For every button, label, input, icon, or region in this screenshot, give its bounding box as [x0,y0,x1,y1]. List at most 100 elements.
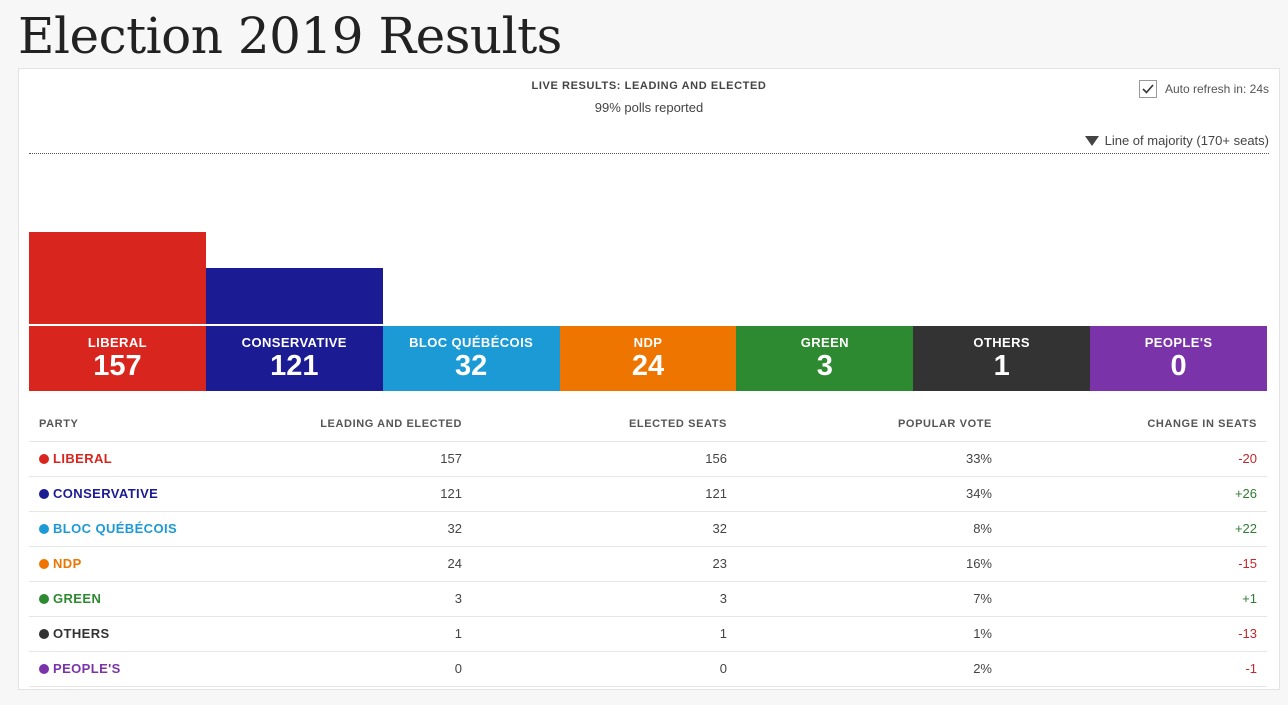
party-name: CONSERVATIVE [53,486,159,501]
elected-seats-cell: 156 [705,451,727,466]
change-in-seats-cell: -15 [1238,556,1257,571]
header-popular-vote: POPULAR VOTE [898,418,992,430]
table-row: CONSERVATIVE 121 121 34% +26 [29,477,1267,512]
party-cell: GREEN [39,582,101,616]
leading-elected-cell: 32 [447,521,462,536]
party-label-seats: 0 [1170,350,1187,382]
party-cell: PEOPLE'S [39,652,121,686]
triangle-down-icon [1084,135,1099,146]
party-label-people-s: PEOPLE'S 0 [1090,326,1267,390]
auto-refresh-toggle[interactable]: Auto refresh in: 24s [1138,80,1269,98]
party-label-others: OTHERS 1 [913,326,1091,390]
bar-others [913,389,1091,391]
party-name: PEOPLE'S [53,661,121,676]
party-label-seats: 24 [631,350,665,382]
elected-seats-cell: 32 [712,521,727,536]
elected-seats-cell: 3 [719,591,727,606]
elected-seats-cell: 0 [719,661,727,676]
party-label-name: OTHERS [973,335,1030,350]
majority-line [29,153,1269,154]
auto-refresh-label: Auto refresh in: 24s [1164,82,1269,96]
party-color-dot-icon [39,489,49,499]
results-card: LIVE RESULTS: LEADING AND ELECTED 99% po… [18,68,1280,690]
majority-legend: Line of majority (170+ seats) [1084,133,1269,148]
change-in-seats-cell: +1 [1242,591,1257,606]
leading-elected-cell: 0 [454,661,462,676]
page-title: Election 2019 Results [18,7,562,65]
table-body: LIBERAL 157 156 33% -20 CONSERVATIVE 121 121 34%… [29,442,1267,687]
party-color-dot-icon [39,524,49,534]
elected-seats-cell: 1 [719,626,727,641]
party-label-name: CONSERVATIVE [241,335,347,350]
table-row: PEOPLE'S 0 0 2% -1 [29,652,1267,687]
change-in-seats-cell: +22 [1234,521,1257,536]
party-cell: LIBERAL [39,442,112,476]
header-party: PARTY [39,418,79,430]
polls-reported: 99% polls reported [594,100,704,115]
auto-refresh-checkbox[interactable] [1138,80,1157,98]
party-label-bloc-qu-b-cois: BLOC QUÉBÉCOIS 32 [382,326,560,390]
party-label-liberal: LIBERAL 157 [29,326,206,390]
party-color-dot-icon [39,594,49,604]
table-row: LIBERAL 157 156 33% -20 [29,442,1267,477]
header-leading-elected: LEADING AND ELECTED [320,418,462,430]
party-label-green: GREEN 3 [736,326,914,390]
elected-seats-cell: 23 [712,556,727,571]
party-label-name: GREEN [800,335,849,350]
leading-elected-cell: 121 [440,486,462,501]
majority-label: Line of majority (170+ seats) [1104,133,1269,148]
change-in-seats-cell: -1 [1245,661,1257,676]
party-label-seats: 32 [454,350,488,382]
party-color-dot-icon [39,629,49,639]
leading-elected-cell: 24 [447,556,462,571]
party-cell: NDP [39,547,82,581]
party-label-conservative: CONSERVATIVE 121 [205,326,383,390]
results-header-title: LIVE RESULTS: LEADING AND ELECTED [531,80,767,92]
party-name: LIBERAL [53,451,113,466]
popular-vote-cell: 1% [973,626,992,641]
leading-elected-cell: 3 [454,591,462,606]
party-label-name: NDP [633,335,663,350]
party-cell: OTHERS [39,617,110,651]
party-cell: CONSERVATIVE [39,477,158,511]
header-elected-seats: ELECTED SEATS [628,418,727,430]
party-color-dot-icon [39,454,49,464]
party-name: GREEN [53,591,102,606]
party-seat-labels: LIBERAL 157 CONSERVATIVE 121 BLOC QUÉBÉCOIS 3… [29,324,1267,390]
popular-vote-cell: 34% [965,486,992,501]
table-row: NDP 24 23 16% -15 [29,547,1267,582]
leading-elected-cell: 1 [454,626,462,641]
table-header-row: PARTY LEADING AND ELECTED ELECTED SEATS … [29,407,1267,442]
table-row: GREEN 3 3 7% +1 [29,582,1267,617]
chart-baseline [29,324,1267,326]
party-name: OTHERS [53,626,110,641]
table-row: OTHERS 1 1 1% -13 [29,617,1267,652]
table-row: BLOC QUÉBÉCOIS 32 32 8% +22 [29,512,1267,547]
party-cell: BLOC QUÉBÉCOIS [39,512,177,546]
bar-people-s [1090,390,1267,391]
party-color-dot-icon [39,559,49,569]
header-change-in-seats: CHANGE IN SEATS [1147,418,1257,430]
elected-seats-cell: 121 [705,486,727,501]
party-label-seats: 3 [816,350,833,382]
party-label-seats: 121 [270,350,319,382]
popular-vote-cell: 33% [965,451,992,466]
popular-vote-cell: 2% [973,661,992,676]
party-label-name: BLOC QUÉBÉCOIS [409,335,534,350]
party-name: NDP [53,556,82,571]
party-label-name: PEOPLE'S [1144,335,1213,350]
party-label-name: LIBERAL [87,335,147,350]
change-in-seats-cell: -13 [1238,626,1257,641]
party-label-seats: 1 [993,350,1010,382]
party-name: BLOC QUÉBÉCOIS [53,521,178,536]
change-in-seats-cell: +26 [1234,486,1257,501]
leading-elected-cell: 157 [440,451,462,466]
popular-vote-cell: 16% [965,556,992,571]
popular-vote-cell: 8% [973,521,992,536]
results-table: PARTY LEADING AND ELECTED ELECTED SEATS … [29,407,1267,687]
popular-vote-cell: 7% [973,591,992,606]
party-label-seats: 157 [93,350,142,382]
party-label-ndp: NDP 24 [559,326,737,390]
checkmark-icon [1142,84,1154,94]
party-color-dot-icon [39,664,49,674]
